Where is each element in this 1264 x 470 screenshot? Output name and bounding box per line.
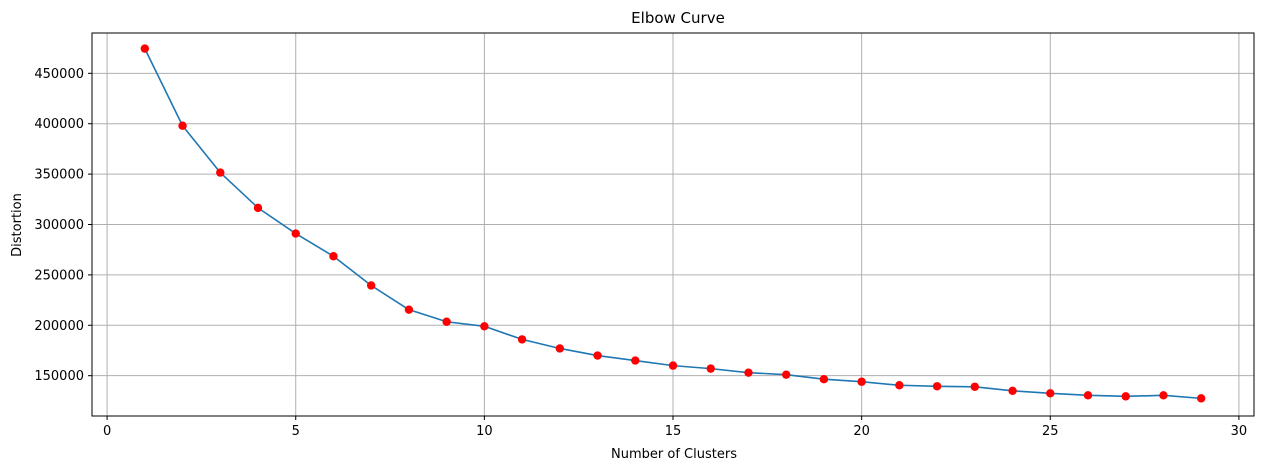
data-point <box>744 368 753 377</box>
x-tick-label: 0 <box>103 424 111 439</box>
data-point <box>178 121 187 130</box>
data-point <box>970 382 980 391</box>
data-point <box>1083 391 1093 400</box>
data-point <box>329 252 338 261</box>
x-tick-label: 25 <box>1042 424 1059 439</box>
data-point <box>442 317 451 326</box>
data-point <box>668 361 678 370</box>
data-point <box>631 356 640 365</box>
y-axis-label: Distortion <box>10 193 25 257</box>
y-tick-label: 400000 <box>34 117 84 132</box>
data-point <box>706 364 715 373</box>
data-point <box>1196 394 1206 403</box>
y-tick-label: 450000 <box>34 67 84 82</box>
data-point <box>819 375 829 384</box>
x-axis-ticks: 0 5 10 15 20 25 30 <box>103 416 1247 439</box>
x-tick-label: 5 <box>292 424 300 439</box>
x-tick-label: 30 <box>1231 424 1248 439</box>
x-tick-label: 15 <box>665 424 682 439</box>
data-point <box>480 322 489 331</box>
x-tick-label: 20 <box>853 424 870 439</box>
data-point <box>140 44 150 53</box>
data-point <box>253 203 263 213</box>
data-point <box>216 168 225 177</box>
x-tick-label: 10 <box>476 424 493 439</box>
data-point <box>517 335 527 344</box>
data-point <box>593 351 602 360</box>
y-axis-ticks: 150000 200000 250000 300000 350000 400000 4500… <box>34 67 92 384</box>
data-point <box>1121 392 1130 401</box>
data-point <box>366 281 376 290</box>
y-tick-label: 150000 <box>34 369 84 384</box>
y-tick-label: 250000 <box>34 268 84 283</box>
data-point <box>781 370 791 379</box>
data-point <box>895 381 904 390</box>
plot-area <box>140 44 1206 403</box>
chart-title: Elbow Curve <box>631 9 725 27</box>
data-point <box>857 377 866 386</box>
data-point <box>404 305 414 314</box>
data-point <box>291 229 300 238</box>
y-tick-label: 200000 <box>34 319 84 334</box>
y-tick-label: 350000 <box>34 168 84 183</box>
grid <box>92 33 1254 416</box>
data-point <box>1008 386 1017 396</box>
data-point <box>1159 391 1168 400</box>
x-axis-label: Number of Clusters <box>611 447 737 462</box>
data-point <box>555 344 565 353</box>
data-point <box>1046 389 1055 398</box>
data-point <box>932 382 942 391</box>
y-tick-label: 300000 <box>34 218 84 233</box>
